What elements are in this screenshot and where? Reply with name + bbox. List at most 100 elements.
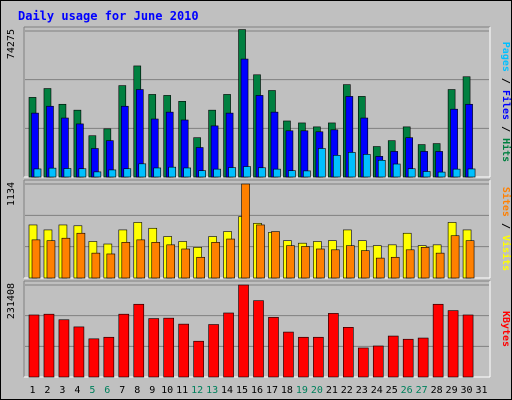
x-tick-label: 16 [251,385,263,396]
legend-entry: / [500,120,511,138]
kbytes-bar [223,312,234,378]
pages-bar [78,168,87,178]
panel-legend: Sites / Visits [500,187,512,271]
pages-bar [437,171,446,178]
pages-bar [467,168,476,178]
kbytes-bar [328,313,339,378]
files-bar [240,58,249,178]
sites-bar [196,256,205,279]
x-tick-label: 20 [311,385,323,396]
kbytes-bar [148,318,160,378]
kbytes-bar [447,310,459,378]
pages-bar [93,171,102,178]
kbytes-bar [372,345,384,378]
pages-bar [392,163,401,178]
kbytes-bar [253,300,264,378]
sites-bar [331,249,340,279]
pages-bar [452,168,461,178]
x-tick-label: 31 [475,385,487,396]
sites-bar [405,249,415,279]
sites-bar [346,245,355,279]
sites-bar [226,238,235,279]
x-tick-label: 15 [236,385,248,396]
kbytes-bar [313,336,324,378]
kbytes-bar [208,324,219,378]
pages-bar [33,168,42,178]
x-tick-label: 27 [416,385,428,396]
x-tick-label: 22 [341,385,353,396]
sites-bar [420,247,430,279]
pages-bar [183,167,191,178]
x-tick-label: 9 [149,385,155,396]
sites-bar [121,242,131,279]
x-tick-label: 6 [104,385,110,396]
x-tick-label: 23 [356,385,368,396]
kbytes-bar [73,326,85,378]
pages-bar [362,154,371,178]
kbytes-bar [343,327,354,378]
pages-bar [138,163,147,178]
pages-bar [153,167,162,178]
legend-entry: Files [500,90,512,120]
kbytes-bar [28,314,40,378]
kbytes-bar [417,337,429,378]
kbytes-bar [88,338,100,378]
kbytes-bar [178,323,189,378]
x-tick-label: 18 [281,385,293,396]
legend-entry: Sites [500,187,512,217]
pages-bar [303,170,311,178]
x-tick-label: 21 [326,385,338,396]
kbytes-bar [163,317,175,378]
kbytes-bar [193,340,204,378]
x-tick-label: 28 [431,385,443,396]
x-tick-label: 14 [221,385,233,396]
pages-bar [168,166,177,178]
x-tick-label: 1 [29,385,35,396]
pages-bar [407,168,416,178]
x-axis-labels: 1 2 3 4 5 6 7 8 9 10 11 12 13 14 15 16 17 18 19 20 21 22 23 24 2… [29,385,487,396]
x-tick-label: 11 [176,385,188,396]
x-tick-label: 10 [161,385,173,396]
panel-visits-sites: 1134 Sites / Visits [6,179,512,279]
legend-entry: / [500,217,511,235]
sites-bar [76,232,86,279]
legend-entry: KBytes [500,311,511,347]
kbytes-bar [238,284,249,378]
panel-kbytes: 231408 KBytes [6,280,511,378]
pages-bar [422,171,431,178]
y-scale-label: 231408 [6,283,17,319]
pages-bar [258,167,266,178]
panel-hits-files-pages: 74275 Pages / Files / Hits [6,26,512,178]
kbytes-bar [268,317,279,378]
kbytes-bar [58,319,70,378]
chart-panels: 74275 Pages / Files / Hits 1134 Sites / Vis… [6,26,512,378]
kbytes-bar [118,313,130,378]
files-bar [270,111,279,178]
pages-bar [333,155,341,178]
pages-bar [228,167,236,178]
kbytes-bar [432,303,444,378]
files-bar [300,130,309,178]
sites-bar [241,183,250,279]
kbytes-bar [43,313,55,378]
sites-bar [151,242,161,279]
pages-bar [318,148,326,178]
pages-bar [123,168,132,178]
kbytes-bar [387,335,399,378]
x-tick-label: 30 [461,385,473,396]
pages-bar [243,166,251,178]
y-scale-label: 74275 [6,29,17,59]
files-bar [31,112,39,178]
sites-bar [106,253,116,279]
files-bar [450,108,458,178]
x-tick-label: 19 [296,385,308,396]
kbytes-bar [283,331,294,378]
files-bar [46,105,54,178]
files-bar [285,130,294,178]
sites-bar [136,239,146,279]
x-tick-label: 7 [119,385,125,396]
sites-bar [61,237,71,279]
sites-bar [316,248,325,279]
files-bar [61,117,69,178]
panel-legend: KBytes [500,311,511,347]
